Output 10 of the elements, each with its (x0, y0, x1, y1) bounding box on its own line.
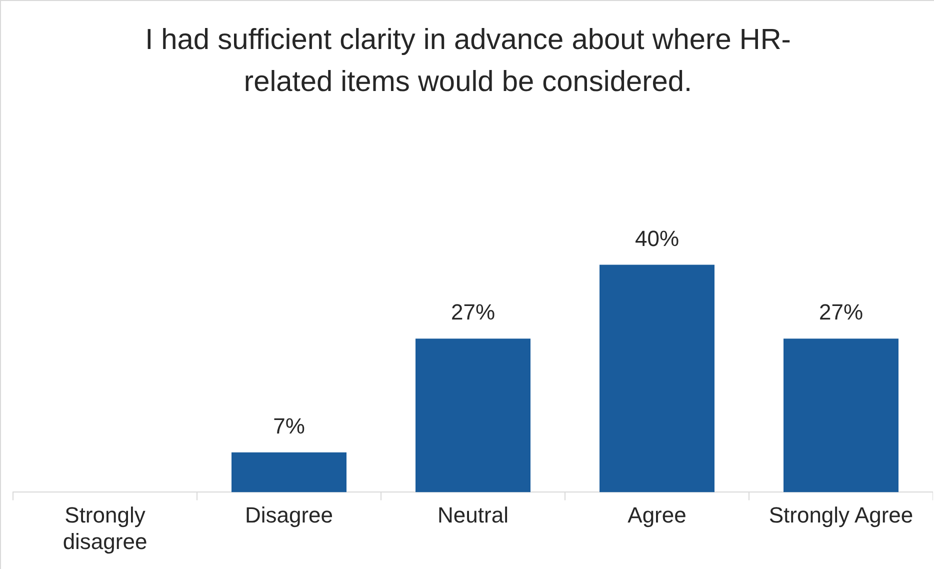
data-label: 27% (450, 300, 496, 325)
x-tick-label: Strongly disagree (62, 502, 148, 554)
data-label: 40% (634, 226, 680, 251)
data-label: 7% (273, 413, 305, 438)
x-tick-label: Agree (628, 502, 686, 528)
x-tick-label: Neutral (438, 502, 508, 528)
chart-title: I had sufficient clarity in advance about where HR-related items would be considered. (144, 23, 792, 100)
x-tick-label: Strongly Agree (768, 502, 914, 528)
x-tick-label: Disagree (244, 502, 334, 528)
data-label: 27% (818, 300, 864, 325)
